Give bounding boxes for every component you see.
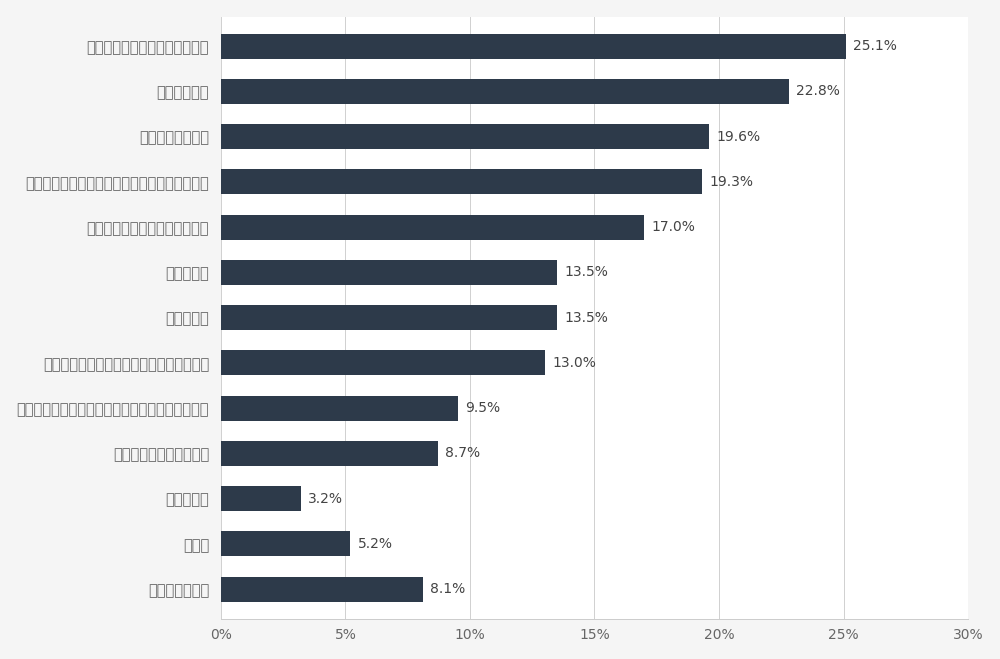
- Bar: [221, 441, 438, 466]
- Text: 19.3%: 19.3%: [709, 175, 753, 189]
- Text: 22.8%: 22.8%: [796, 84, 840, 98]
- Bar: [221, 34, 846, 59]
- Bar: [221, 351, 545, 376]
- Text: 25.1%: 25.1%: [853, 39, 897, 53]
- Text: 3.2%: 3.2%: [308, 492, 343, 505]
- Text: 5.2%: 5.2%: [358, 537, 393, 551]
- Bar: [221, 395, 458, 420]
- Bar: [221, 260, 557, 285]
- Bar: [221, 577, 423, 602]
- Bar: [221, 305, 557, 330]
- Text: 17.0%: 17.0%: [652, 220, 696, 234]
- Bar: [221, 169, 702, 194]
- Bar: [221, 531, 350, 556]
- Text: 8.1%: 8.1%: [430, 582, 465, 596]
- Text: 9.5%: 9.5%: [465, 401, 500, 415]
- Text: 13.5%: 13.5%: [565, 266, 608, 279]
- Text: 13.0%: 13.0%: [552, 356, 596, 370]
- Text: 8.7%: 8.7%: [445, 446, 480, 461]
- Bar: [221, 79, 789, 104]
- Bar: [221, 124, 709, 149]
- Text: 13.5%: 13.5%: [565, 310, 608, 325]
- Bar: [221, 215, 644, 240]
- Text: 19.6%: 19.6%: [717, 130, 761, 144]
- Bar: [221, 486, 301, 511]
